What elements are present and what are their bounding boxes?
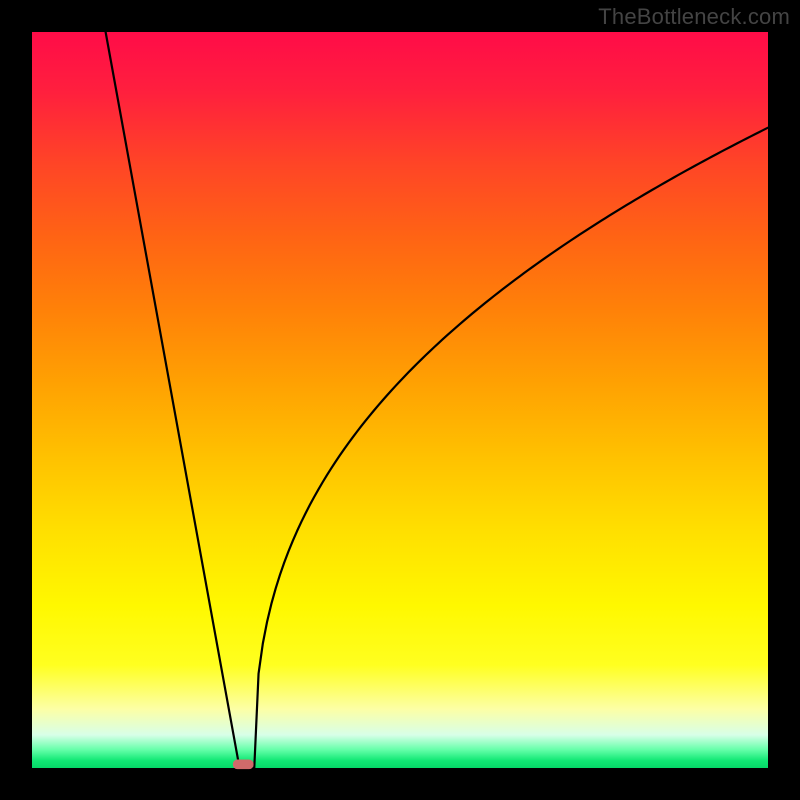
chart-container: TheBottleneck.com xyxy=(0,0,800,800)
bottleneck-chart xyxy=(0,0,800,800)
minimum-marker xyxy=(233,760,254,770)
plot-area xyxy=(32,32,768,768)
watermark-text: TheBottleneck.com xyxy=(598,4,790,30)
